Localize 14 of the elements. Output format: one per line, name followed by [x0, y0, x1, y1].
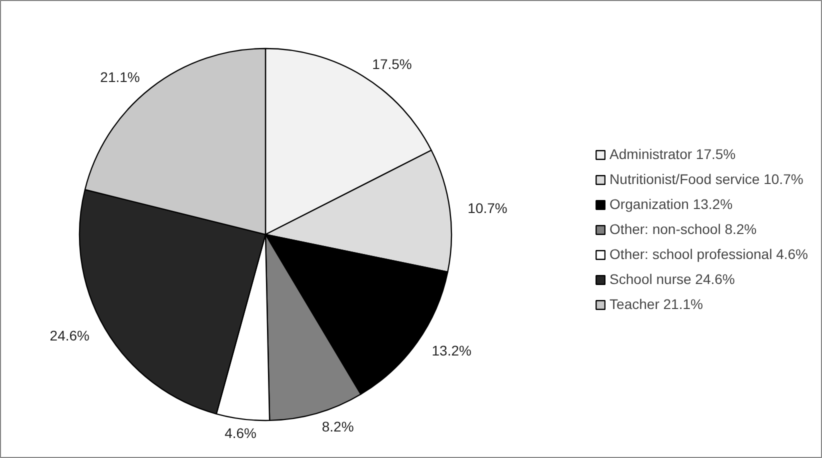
legend-label: Teacher 21.1%	[610, 296, 703, 312]
data-label: 8.2%	[322, 418, 354, 435]
legend-label: Other: non-school 8.2%	[610, 221, 757, 237]
legend-label: Other: school professional 4.6%	[610, 246, 808, 262]
data-label: 10.7%	[468, 200, 508, 216]
legend-label: Administrator 17.5%	[610, 146, 736, 162]
legend-label: School nurse 24.6%	[610, 271, 735, 287]
data-label: 24.6%	[50, 328, 90, 344]
data-label: 21.1%	[100, 68, 140, 85]
data-label: 17.5%	[372, 56, 412, 72]
data-label: 4.6%	[224, 425, 257, 441]
legend-label: Organization 13.2%	[610, 196, 733, 212]
legend-label: Nutritionist/Food service 10.7%	[610, 171, 804, 187]
data-label: 13.2%	[432, 342, 472, 358]
